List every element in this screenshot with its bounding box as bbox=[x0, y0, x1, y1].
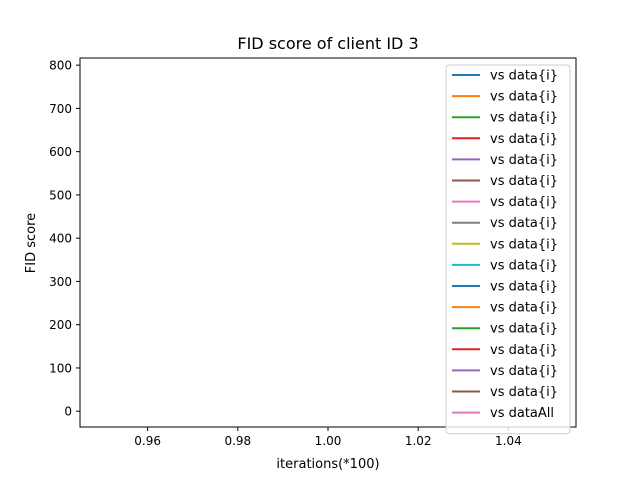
x-tick-label: 0.96 bbox=[134, 434, 161, 448]
chart-title: FID score of client ID 3 bbox=[237, 34, 418, 53]
x-tick-label: 1.00 bbox=[315, 434, 342, 448]
y-axis-ticks: 0 100 200 300 400 500 600 700 800 bbox=[49, 59, 80, 419]
y-tick-label: 600 bbox=[49, 145, 72, 159]
plot-frame bbox=[79, 57, 577, 428]
legend-label: vs data{i} bbox=[490, 153, 558, 168]
legend-label: vs data{i} bbox=[490, 258, 558, 273]
y-tick-label: 500 bbox=[49, 188, 72, 202]
legend-label: vs data{i} bbox=[490, 69, 558, 84]
legend-label: vs data{i} bbox=[490, 174, 558, 189]
legend-label: vs data{i} bbox=[490, 364, 558, 379]
y-tick-label: 800 bbox=[49, 59, 72, 73]
legend-label: vs dataAll bbox=[490, 406, 554, 421]
y-tick-label: 700 bbox=[49, 102, 72, 116]
y-axis-label: FID score bbox=[24, 213, 39, 273]
legend-label: vs data{i} bbox=[490, 280, 558, 295]
legend-label: vs data{i} bbox=[490, 301, 558, 316]
legend: vs data{i} vs data{i} vs data{i} vs data{i}… bbox=[445, 64, 571, 435]
y-tick-label: 0 bbox=[64, 405, 72, 419]
legend-box bbox=[445, 64, 571, 435]
legend-label: vs data{i} bbox=[490, 132, 558, 147]
legend-label: vs data{i} bbox=[490, 90, 558, 105]
y-tick-label: 100 bbox=[49, 361, 72, 375]
x-axis-ticks: 0.96 0.98 1.00 1.02 1.04 bbox=[134, 427, 522, 448]
x-tick-label: 1.04 bbox=[495, 434, 522, 448]
x-axis-label: iterations(*100) bbox=[276, 457, 379, 472]
y-tick-label: 300 bbox=[49, 275, 72, 289]
legend-label: vs data{i} bbox=[490, 195, 558, 210]
x-tick-label: 0.98 bbox=[224, 434, 251, 448]
legend-label: vs data{i} bbox=[490, 237, 558, 252]
legend-label: vs data{i} bbox=[490, 111, 558, 126]
legend-label: vs data{i} bbox=[490, 343, 558, 358]
legend-label: vs data{i} bbox=[490, 322, 558, 337]
legend-label: vs data{i} bbox=[490, 216, 558, 231]
legend-label: vs data{i} bbox=[490, 385, 558, 400]
y-tick-label: 400 bbox=[49, 232, 72, 246]
x-tick-label: 1.02 bbox=[405, 434, 432, 448]
y-tick-label: 200 bbox=[49, 318, 72, 332]
